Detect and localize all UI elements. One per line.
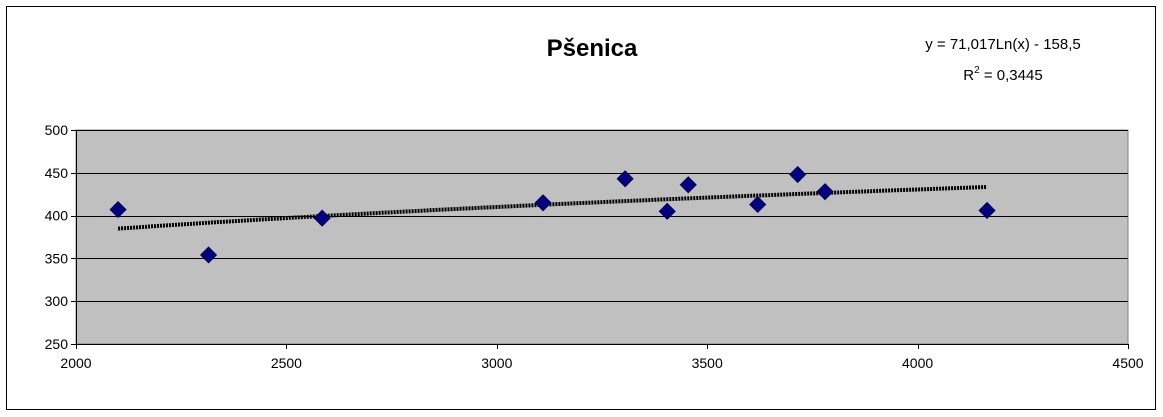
data-point-marker [109,201,127,219]
y-tick-label: 350 [45,250,69,266]
x-tick-label: 4000 [902,355,933,371]
r-squared-value: = 0,3445 [980,67,1043,84]
data-point-marker [199,246,218,264]
trendline-equation: y = 71,017Ln(x) - 158,5 [925,36,1081,53]
data-markers [109,165,996,264]
trendline-r-squared: R2 = 0,3445 [963,65,1042,84]
data-point-marker [313,209,331,227]
data-point-marker [616,170,634,188]
data-point-marker [749,195,767,214]
y-tick-label: 500 [45,122,69,138]
data-point-marker [816,183,834,201]
r-squared-prefix: R [963,67,974,84]
axes [71,130,1129,349]
plot-area [75,129,1129,345]
x-tick-label: 2500 [271,355,302,371]
y-tick-label: 450 [45,165,69,181]
r-squared-superscript: 2 [974,65,980,76]
data-point-marker [534,194,552,212]
grid-lines [76,130,1128,302]
data-point-marker [978,201,996,220]
chart-title: Pšenica [547,35,638,62]
y-tick-label: 300 [45,293,69,309]
x-tick-label: 4500 [1112,355,1143,371]
trendline [117,185,988,231]
y-tick-labels: 250 300 350 400 450 500 [45,122,69,352]
x-tick-label: 3500 [692,355,723,371]
x-tick-labels: 2000 2500 3000 3500 4000 4500 [60,355,1143,371]
y-tick-label: 400 [45,208,69,224]
data-point-marker [679,176,697,194]
data-point-marker [789,165,807,184]
x-tick-label: 2000 [60,355,91,371]
y-tick-label: 250 [45,336,69,352]
data-point-marker [658,202,676,220]
x-tick-label: 3000 [481,355,512,371]
